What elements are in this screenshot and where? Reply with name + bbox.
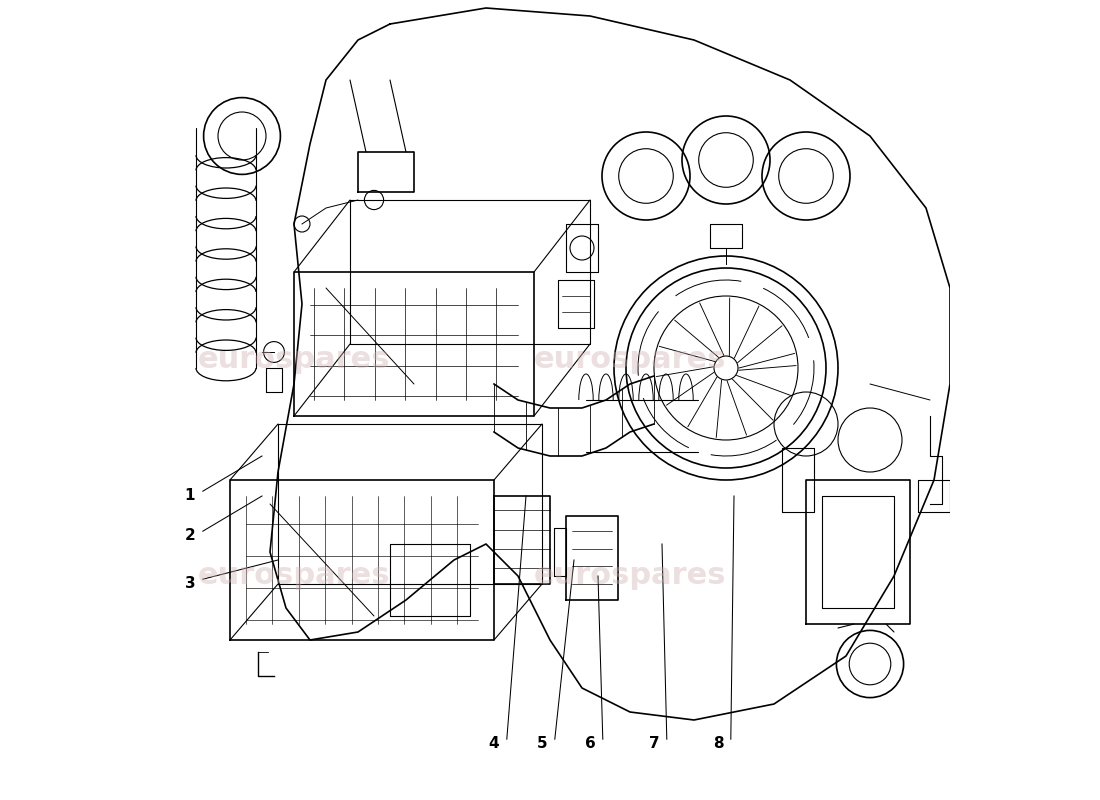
Text: eurospares: eurospares xyxy=(534,346,726,374)
Text: 4: 4 xyxy=(488,737,499,751)
Text: 1: 1 xyxy=(185,489,196,503)
Text: 7: 7 xyxy=(649,737,659,751)
Text: 3: 3 xyxy=(185,577,196,591)
Text: eurospares: eurospares xyxy=(534,562,726,590)
Text: eurospares: eurospares xyxy=(198,562,390,590)
Text: 2: 2 xyxy=(185,529,196,543)
Text: 8: 8 xyxy=(713,737,724,751)
Text: eurospares: eurospares xyxy=(198,346,390,374)
Text: 5: 5 xyxy=(537,737,548,751)
Text: 6: 6 xyxy=(584,737,595,751)
